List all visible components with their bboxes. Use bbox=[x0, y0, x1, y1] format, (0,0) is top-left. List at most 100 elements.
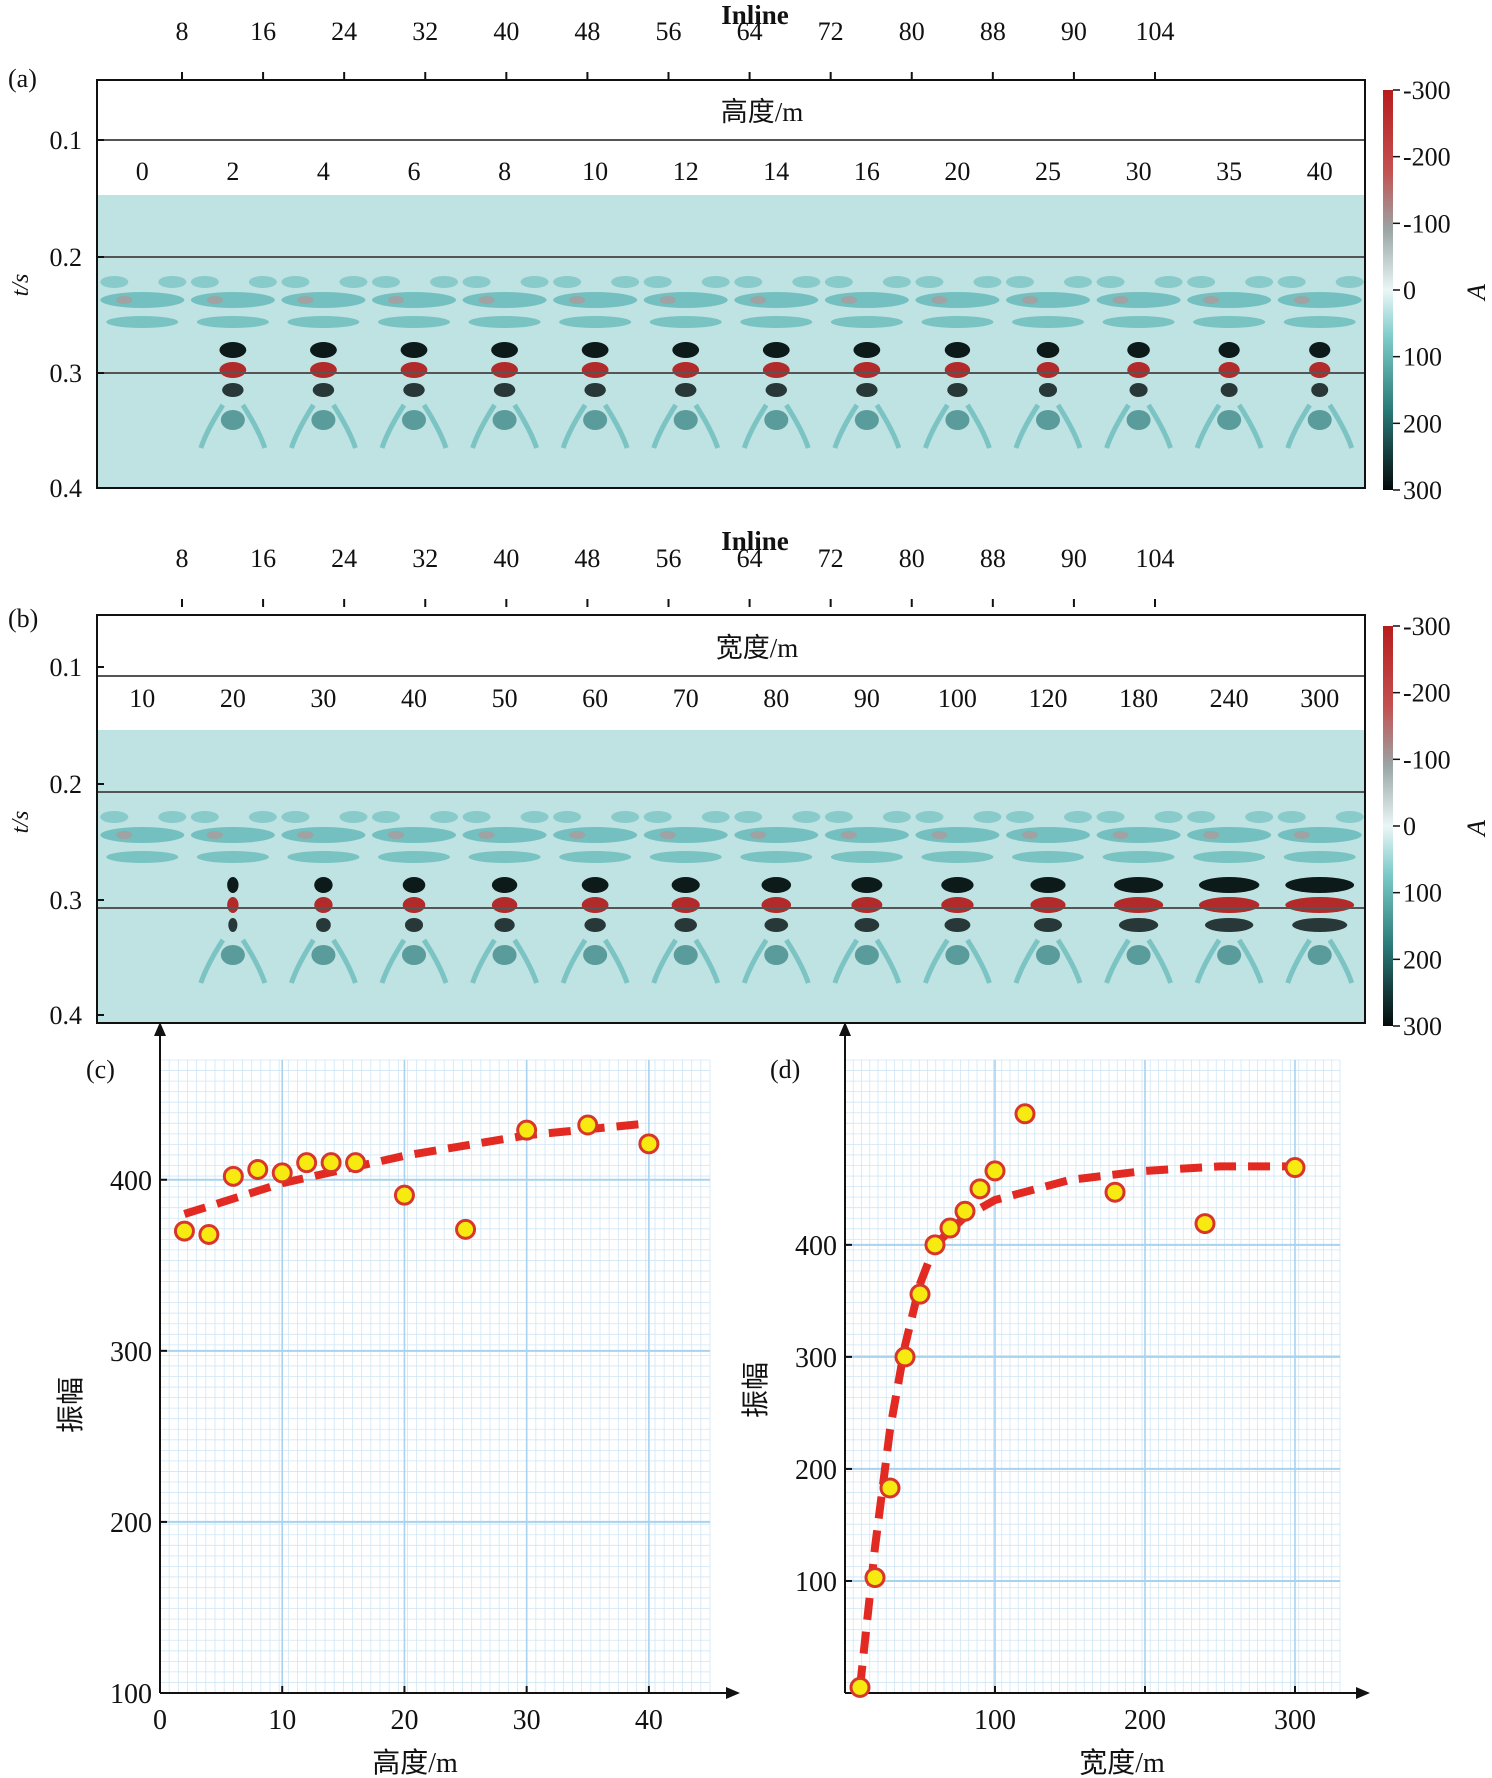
diffraction-tail bbox=[198, 938, 268, 984]
data-point bbox=[271, 1162, 293, 1184]
wavelet-band bbox=[1006, 292, 1090, 308]
panel-a-section-background bbox=[97, 195, 1365, 488]
wavelet-band bbox=[287, 851, 360, 863]
wavelet-band bbox=[468, 316, 541, 328]
anomaly-peak bbox=[1198, 897, 1260, 913]
panel-b-ylabel: t/s bbox=[8, 811, 34, 834]
colorbar-tick-label: -300 bbox=[1403, 76, 1451, 105]
inline-tick-label: 32 bbox=[412, 17, 438, 46]
wavelet-band bbox=[559, 851, 632, 863]
y-tick-label: 0.3 bbox=[50, 886, 83, 915]
diffraction-core bbox=[1217, 410, 1242, 430]
anomaly-trough bbox=[491, 877, 518, 893]
y-axis-arrow bbox=[154, 1022, 166, 1036]
wavelet-blob bbox=[643, 811, 672, 823]
data-point bbox=[516, 1119, 538, 1141]
anomaly-trough bbox=[493, 383, 516, 397]
inline-tick-label: 88 bbox=[980, 17, 1006, 46]
data-point bbox=[1104, 1181, 1126, 1203]
anomaly-trough bbox=[944, 342, 971, 358]
diffraction-tail bbox=[1285, 403, 1355, 449]
wavelet-blob bbox=[158, 276, 187, 288]
wavelet-band bbox=[1293, 831, 1310, 839]
wavelet-band bbox=[1096, 827, 1181, 843]
x-axis-arrow bbox=[1356, 1687, 1370, 1699]
anomaly-peak bbox=[227, 897, 239, 913]
x-tick-label: 100 bbox=[974, 1705, 1016, 1736]
wavelet-band bbox=[915, 292, 1000, 308]
param-value-label: 50 bbox=[492, 684, 518, 713]
wavelet-blob bbox=[792, 276, 821, 288]
wavelet-band bbox=[1277, 827, 1362, 843]
data-point bbox=[879, 1477, 901, 1499]
anomaly-trough bbox=[222, 383, 244, 397]
anomaly-peak bbox=[761, 897, 792, 913]
anomaly-peak bbox=[491, 897, 518, 913]
inline-tick-label: 8 bbox=[176, 17, 189, 46]
inline-tick-label: 16 bbox=[250, 544, 276, 573]
anomaly-trough bbox=[944, 918, 971, 932]
anomaly-trough bbox=[1113, 877, 1164, 893]
diffraction-tail bbox=[923, 938, 992, 984]
wavelet-band bbox=[462, 827, 547, 843]
data-point bbox=[924, 1234, 946, 1256]
inline-tick-label: 80 bbox=[899, 544, 925, 573]
colorbar-tick-label: -300 bbox=[1403, 612, 1451, 641]
y-tick-label: 100 bbox=[110, 1679, 152, 1710]
wavelet-band bbox=[1203, 831, 1220, 839]
y-tick-label: 0.4 bbox=[50, 1001, 83, 1030]
wavelet-blob bbox=[553, 276, 582, 288]
inline-tick-label: 40 bbox=[493, 17, 519, 46]
wavelet-band bbox=[649, 851, 722, 863]
anomaly-peak bbox=[851, 897, 883, 913]
wavelet-band bbox=[1203, 296, 1220, 304]
panel-c-ticks: 0 10 20 30 40 100 200 300 400 bbox=[110, 1166, 663, 1736]
wavelet-blob bbox=[1277, 811, 1306, 823]
panel-c-fit-curve bbox=[183, 1119, 650, 1218]
inline-tick-label: 104 bbox=[1136, 544, 1175, 573]
y-tick-label: 0.2 bbox=[50, 770, 83, 799]
diffraction-core bbox=[673, 945, 698, 965]
x-tick-label: 300 bbox=[1274, 1705, 1316, 1736]
wavelet-blob bbox=[1096, 276, 1125, 288]
panel-b-inline-title: Inline bbox=[721, 526, 789, 556]
param-value-label: 60 bbox=[582, 684, 608, 713]
wavelet-blob bbox=[1064, 811, 1092, 823]
wavelet-band bbox=[468, 851, 541, 863]
wavelet-band bbox=[281, 827, 366, 843]
panel-b-param-values: 10 20 30 40 50 60 70 80 90 100 120 180 240 300 bbox=[129, 684, 1339, 713]
wavelet-band bbox=[106, 851, 179, 863]
anomaly-peak bbox=[762, 362, 790, 378]
data-point bbox=[393, 1184, 415, 1206]
inline-tick-label: 48 bbox=[574, 17, 600, 46]
colorbar-tick-label: 100 bbox=[1403, 879, 1442, 908]
anomaly-trough bbox=[581, 877, 609, 893]
anomaly-peak bbox=[314, 897, 333, 913]
panel-b-colorbar-ticks: -300 -200 -100 0 100 200 300 bbox=[1393, 612, 1451, 1041]
param-value-label: 80 bbox=[763, 684, 789, 713]
data-point bbox=[984, 1160, 1006, 1182]
anomaly-trough bbox=[1285, 877, 1355, 893]
anomaly-trough bbox=[402, 877, 426, 893]
wavelet-band bbox=[1187, 827, 1272, 843]
data-point bbox=[954, 1200, 976, 1222]
wavelet-blob bbox=[100, 276, 129, 288]
colorbar-tick-label: 200 bbox=[1403, 945, 1442, 974]
diffraction-tail bbox=[832, 403, 902, 449]
panel-d-fit-curve bbox=[856, 1162, 1295, 1688]
param-value-label: 90 bbox=[854, 684, 880, 713]
wavelet-band bbox=[388, 296, 404, 304]
wavelet-band bbox=[287, 316, 360, 328]
data-point bbox=[939, 1217, 961, 1239]
diffraction-tail bbox=[651, 403, 721, 449]
panel-c-points bbox=[173, 1114, 660, 1246]
inline-tick-label: 40 bbox=[493, 544, 519, 573]
panel-c-scatter: 0 10 20 30 40 100 200 300 400 (c) 高度/m 振幅 bbox=[55, 1022, 740, 1778]
wavelet-blob bbox=[734, 276, 763, 288]
wavelet-band bbox=[206, 296, 223, 304]
wavelet-blob bbox=[824, 811, 853, 823]
inline-tick-label: 72 bbox=[818, 544, 844, 573]
panel-b-inline-ticks: 8 16 24 32 40 48 56 64 72 80 88 90 104 bbox=[176, 544, 1175, 607]
anomaly-peak bbox=[491, 362, 518, 378]
